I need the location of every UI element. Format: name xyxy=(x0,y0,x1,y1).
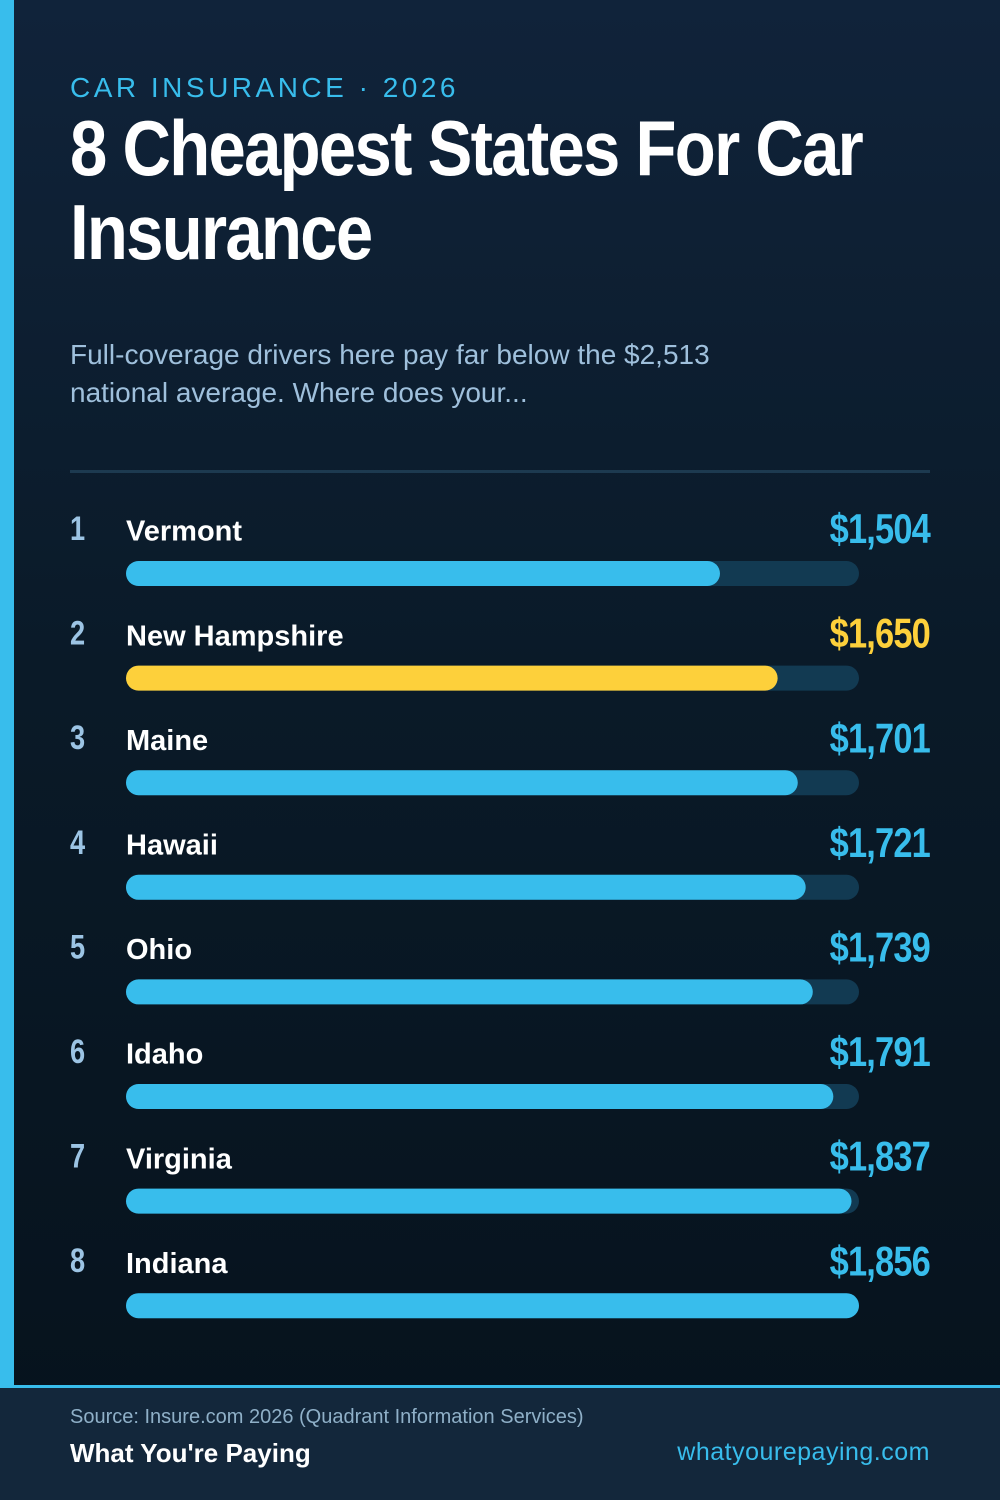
bar xyxy=(126,1293,859,1319)
value-label: $1,721 xyxy=(830,820,931,867)
footer: Source: Insure.com 2026 (Quadrant Inform… xyxy=(0,1385,1000,1500)
value-label: $1,650 xyxy=(830,611,930,658)
bar xyxy=(126,874,806,900)
value-label: $1,791 xyxy=(830,1029,931,1076)
category-label: Ohio xyxy=(126,934,192,966)
value-label: $1,739 xyxy=(830,924,930,971)
chart: 1 Vermont $1,504 2 New Hampshire $1,650 3 Maine… xyxy=(70,506,932,1319)
brand: What You're Paying xyxy=(70,1438,311,1468)
rank: 1 xyxy=(70,509,85,548)
bar xyxy=(126,561,720,586)
rank: 2 xyxy=(70,614,85,653)
value-label: $1,504 xyxy=(830,506,932,553)
divider xyxy=(70,470,930,473)
rank: 3 xyxy=(70,718,85,757)
bar xyxy=(126,979,813,1005)
category-label: Hawaii xyxy=(126,829,218,861)
rank: 7 xyxy=(70,1137,85,1176)
bar xyxy=(126,770,798,796)
category-label: Vermont xyxy=(126,516,242,548)
accent-stripe xyxy=(0,0,14,1385)
bar xyxy=(126,1084,834,1109)
rank: 5 xyxy=(70,927,85,966)
source: Source: Insure.com 2026 (Quadrant Inform… xyxy=(70,1406,584,1428)
value-label: $1,856 xyxy=(830,1238,930,1285)
category-label: Indiana xyxy=(126,1248,228,1280)
category-label: Virginia xyxy=(126,1143,233,1175)
rank: 4 xyxy=(70,823,85,862)
subtitle: Full-coverage drivers here pay far below… xyxy=(70,339,710,408)
eyebrow: CAR INSURANCE · 2026 xyxy=(70,72,459,103)
category-label: Idaho xyxy=(126,1039,203,1071)
url: whatyourepaying.com xyxy=(677,1438,930,1466)
bar xyxy=(126,665,778,691)
bar xyxy=(126,1188,852,1214)
value-label: $1,837 xyxy=(830,1134,930,1181)
rank: 6 xyxy=(70,1032,85,1071)
chart-title: 8 Cheapest States For Car Insurance xyxy=(70,104,864,276)
category-label: Maine xyxy=(126,725,208,757)
value-label: $1,701 xyxy=(830,715,931,762)
rank: 8 xyxy=(70,1241,85,1280)
category-label: New Hampshire xyxy=(126,620,344,652)
